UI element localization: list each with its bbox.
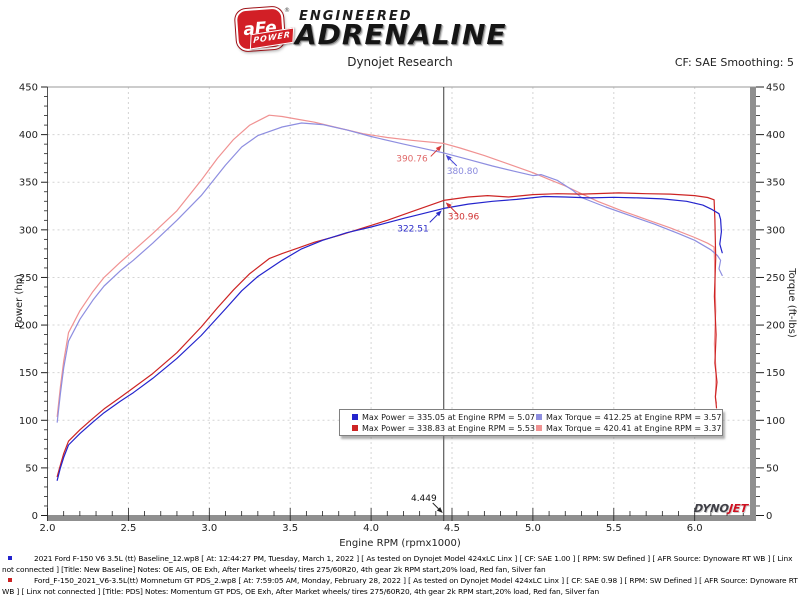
legend-item-0: Max Power = 335.05 at Engine RPM = 5.07 bbox=[352, 412, 536, 422]
legend-box: Max Power = 335.05 at Engine RPM = 5.07 M… bbox=[339, 409, 723, 436]
svg-text:Power (hp): Power (hp) bbox=[14, 274, 25, 328]
svg-text:3.5: 3.5 bbox=[282, 523, 298, 534]
legend-label: Max Power = 338.83 at Engine RPM = 5.53 bbox=[362, 423, 536, 433]
svg-text:300: 300 bbox=[19, 225, 38, 236]
run-info-footer: 2021 Ford F-150 V6 3.5L (tt) Baseline_12… bbox=[0, 554, 800, 598]
svg-text:200: 200 bbox=[766, 321, 785, 332]
svg-text:Engine RPM (rpmx1000): Engine RPM (rpmx1000) bbox=[339, 538, 461, 549]
curve-momentum-gt-torque bbox=[56, 114, 718, 418]
svg-text:6.0: 6.0 bbox=[687, 523, 703, 534]
run-bullet-icon bbox=[8, 578, 12, 582]
svg-text:50: 50 bbox=[25, 463, 38, 474]
svg-text:200: 200 bbox=[19, 321, 38, 332]
curve-baseline-torque bbox=[56, 122, 723, 423]
gridlines bbox=[47, 87, 753, 516]
svg-text:4.0: 4.0 bbox=[363, 523, 379, 534]
svg-text:2.0: 2.0 bbox=[40, 523, 56, 534]
dynojet-watermark: DYNOJET bbox=[693, 502, 748, 515]
axis-ticks bbox=[41, 86, 764, 521]
legend-label: Max Torque = 412.25 at Engine RPM = 3.57 bbox=[546, 412, 722, 422]
svg-text:3.0: 3.0 bbox=[201, 523, 217, 534]
legend-item-1: Max Torque = 412.25 at Engine RPM = 3.57 bbox=[536, 412, 722, 422]
brand-adrenaline: ADRENALINE bbox=[295, 18, 507, 51]
svg-text:150: 150 bbox=[766, 368, 785, 379]
value-annotations: 390.76 380.80 322.51 330.96 bbox=[396, 145, 480, 234]
legend-item-2: Max Power = 338.83 at Engine RPM = 5.53 bbox=[352, 423, 536, 433]
axes bbox=[47, 86, 756, 521]
svg-text:400: 400 bbox=[19, 130, 38, 141]
svg-text:0: 0 bbox=[766, 511, 772, 522]
legend-swatch-icon bbox=[536, 425, 542, 431]
svg-text:150: 150 bbox=[19, 368, 38, 379]
run-description: Ford_F-150_2021_V6-3.5L(tt) Momnetum GT … bbox=[2, 576, 798, 596]
svg-text:350: 350 bbox=[766, 178, 785, 189]
svg-text:5.5: 5.5 bbox=[606, 523, 622, 534]
svg-text:250: 250 bbox=[766, 273, 785, 284]
curve-momentum-gt-power bbox=[56, 192, 718, 478]
svg-text:2.5: 2.5 bbox=[120, 523, 136, 534]
smoothing-info: CF: SAE Smoothing: 5 bbox=[674, 56, 794, 69]
dyno-curves bbox=[56, 114, 723, 481]
svg-text:400: 400 bbox=[766, 130, 785, 141]
axis-tick-labels: 0 0 50 50 100 100 150 150 200 200 250 250 300 300 350 3… bbox=[19, 83, 785, 534]
legend-label: Max Power = 335.05 at Engine RPM = 5.07 bbox=[362, 412, 536, 422]
svg-text:0: 0 bbox=[32, 511, 38, 522]
run-bullet-icon bbox=[8, 556, 12, 560]
cursor-line[interactable]: 4.449 bbox=[411, 87, 445, 521]
svg-text:4.5: 4.5 bbox=[444, 523, 460, 534]
run-info-entry-0: 2021 Ford F-150 V6 3.5L (tt) Baseline_12… bbox=[2, 554, 798, 575]
axis-titles: Engine RPM (rpmx1000) Power (hp) Torque (f… bbox=[14, 267, 797, 549]
svg-text:330.96: 330.96 bbox=[448, 212, 480, 222]
svg-text:300: 300 bbox=[766, 225, 785, 236]
run-description: 2021 Ford F-150 V6 3.5L (tt) Baseline_12… bbox=[2, 554, 793, 574]
dynojet-watermark-jet: JET bbox=[728, 502, 749, 515]
legend-swatch-icon bbox=[352, 414, 358, 420]
svg-text:100: 100 bbox=[766, 416, 785, 427]
curve-baseline-power bbox=[56, 195, 723, 481]
svg-text:250: 250 bbox=[19, 273, 38, 284]
svg-text:50: 50 bbox=[766, 463, 779, 474]
legend-item-3: Max Torque = 420.41 at Engine RPM = 3.37 bbox=[536, 423, 722, 433]
svg-text:450: 450 bbox=[19, 83, 38, 94]
run-info-entry-1: Ford_F-150_2021_V6-3.5L(tt) Momnetum GT … bbox=[2, 576, 798, 597]
svg-text:5.0: 5.0 bbox=[525, 523, 541, 534]
brand-engineered: ENGINEERED bbox=[299, 9, 413, 24]
svg-text:390.76: 390.76 bbox=[396, 154, 428, 164]
svg-text:450: 450 bbox=[766, 83, 785, 94]
legend-label: Max Torque = 420.41 at Engine RPM = 3.37 bbox=[546, 423, 722, 433]
legend-swatch-icon bbox=[536, 414, 542, 420]
svg-text:Torque (ft-lbs): Torque (ft-lbs) bbox=[786, 267, 797, 338]
svg-text:322.51: 322.51 bbox=[397, 224, 429, 234]
header: aFe ® POWER ENGINEERED ADRENALINE Dynoje… bbox=[0, 0, 800, 85]
registered-trademark-icon: ® bbox=[284, 7, 290, 14]
page-title: Dynojet Research bbox=[347, 55, 453, 69]
legend-swatch-icon bbox=[352, 425, 358, 431]
dynojet-watermark-dyno: DYNO bbox=[693, 502, 730, 515]
svg-text:4.449: 4.449 bbox=[411, 494, 437, 504]
svg-text:380.80: 380.80 bbox=[447, 167, 479, 177]
svg-text:350: 350 bbox=[19, 178, 38, 189]
svg-text:100: 100 bbox=[19, 416, 38, 427]
